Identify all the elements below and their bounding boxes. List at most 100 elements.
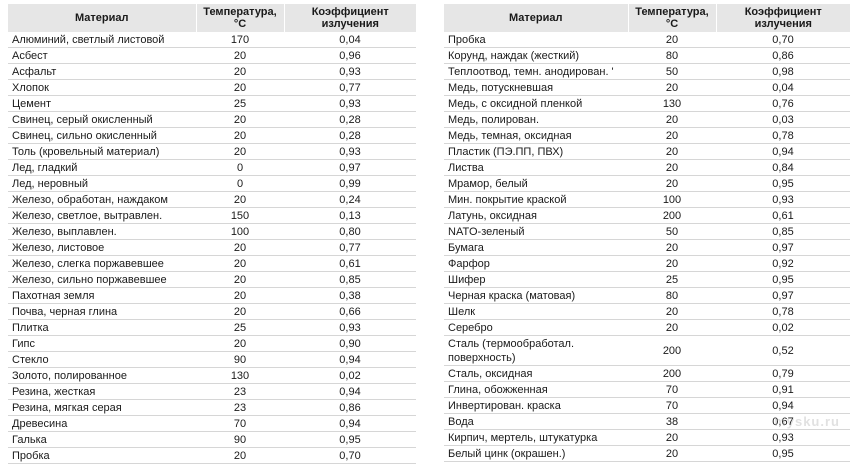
cell-material: Пробка xyxy=(444,32,628,48)
cell-material: Толь (кровельный материал) xyxy=(8,143,196,160)
cell-temperature: 200 xyxy=(628,335,716,366)
cell-temperature: 130 xyxy=(628,95,716,112)
cell-temperature: 20 xyxy=(628,239,716,256)
table-row: Гипс 20 0,90 xyxy=(8,335,416,352)
table-row: Железо, светлое, вытравлен. 150 0,13 xyxy=(8,207,416,224)
cell-coefficient: 0,94 xyxy=(716,143,850,160)
cell-coefficient: 0,95 xyxy=(716,271,850,288)
cell-coefficient: 0,86 xyxy=(284,399,416,416)
table-row: Железо, сильно поржавевшее 20 0,85 xyxy=(8,271,416,288)
cell-material: Медь, полирован. xyxy=(444,111,628,128)
cell-temperature: 20 xyxy=(628,32,716,48)
table-row: Резина, мягкая серая 23 0,86 xyxy=(8,399,416,416)
cell-material: Резина, жесткая xyxy=(8,383,196,400)
table-row: Цемент 25 0,93 xyxy=(8,95,416,112)
table-row: Почва, черная глина 20 0,66 xyxy=(8,303,416,320)
cell-material: Стекло xyxy=(8,351,196,368)
table-row: Вода 38 0,67 xyxy=(444,413,850,430)
cell-temperature: 150 xyxy=(196,207,284,224)
cell-material: Золото, полированное xyxy=(8,367,196,384)
cell-material: Железо, слегка поржавевшее xyxy=(8,255,196,272)
cell-temperature: 25 xyxy=(196,95,284,112)
cell-temperature: 70 xyxy=(628,381,716,398)
table-row: Латунь, оксидная 200 0,61 xyxy=(444,207,850,224)
header-material: Материал xyxy=(8,4,197,32)
cell-coefficient: 0,61 xyxy=(284,255,416,272)
header-temperature: Температура, °C xyxy=(628,4,717,32)
table-row: Медь, потускневшая 20 0,04 xyxy=(444,79,850,96)
table-body-right: Пробка 20 0,70 Корунд, наждак (жесткий) 80 0,… xyxy=(444,32,850,462)
table-row: Железо, листовое 20 0,77 xyxy=(8,239,416,256)
table-row: Лед, неровный 0 0,99 xyxy=(8,175,416,192)
cell-material: Шифер xyxy=(444,271,628,288)
cell-coefficient: 0,28 xyxy=(284,111,416,128)
cell-temperature: 20 xyxy=(196,255,284,272)
cell-coefficient: 0,90 xyxy=(284,335,416,352)
table-row: Шелк 20 0,78 xyxy=(444,303,850,320)
table-row: Галька 90 0,95 xyxy=(8,431,416,448)
cell-temperature: 200 xyxy=(628,207,716,224)
cell-temperature: 20 xyxy=(628,143,716,160)
cell-coefficient: 0,95 xyxy=(716,175,850,192)
table-row: Железо, слегка поржавевшее 20 0,61 xyxy=(8,255,416,272)
table-row: Шифер 25 0,95 xyxy=(444,271,850,288)
table-body-left: Алюминий, светлый листовой 170 0,04 Асбест 2… xyxy=(8,32,416,464)
table-row: Черная краска (матовая) 80 0,97 xyxy=(444,287,850,304)
cell-material: Железо, листовое xyxy=(8,239,196,256)
table-row: Свинец, сильно окисленный 20 0,28 xyxy=(8,127,416,144)
cell-material: Железо, сильно поржавевшее xyxy=(8,271,196,288)
table-row: Асфальт 20 0,93 xyxy=(8,63,416,80)
cell-temperature: 23 xyxy=(196,399,284,416)
cell-coefficient: 0,97 xyxy=(284,159,416,176)
cell-material: Латунь, оксидная xyxy=(444,207,628,224)
cell-material: Свинец, сильно окисленный xyxy=(8,127,196,144)
cell-coefficient: 0,97 xyxy=(716,239,850,256)
cell-temperature: 20 xyxy=(196,447,284,464)
table-header-row: Материал Температура, °C Коэффициент излуч… xyxy=(8,4,416,32)
cell-temperature: 100 xyxy=(628,191,716,208)
cell-coefficient: 0,70 xyxy=(716,32,850,48)
cell-coefficient: 0,95 xyxy=(716,445,850,462)
table-row: Серебро 20 0,02 xyxy=(444,319,850,336)
cell-material: Железо, светлое, вытравлен. xyxy=(8,207,196,224)
cell-material: Корунд, наждак (жесткий) xyxy=(444,47,628,64)
cell-material: Галька xyxy=(8,431,196,448)
table-row: Мин. покрытие краской 100 0,93 xyxy=(444,191,850,208)
cell-material: Плитка xyxy=(8,319,196,336)
header-temperature: Температура, °C xyxy=(196,4,285,32)
cell-temperature: 0 xyxy=(196,175,284,192)
cell-coefficient: 0,93 xyxy=(284,63,416,80)
cell-temperature: 20 xyxy=(628,429,716,446)
table-row: Хлопок 20 0,77 xyxy=(8,79,416,96)
table-row: Толь (кровельный материал) 20 0,93 xyxy=(8,143,416,160)
table-row: Кирпич, мертель, штукатурка 20 0,93 xyxy=(444,429,850,446)
table-row: Инвертирован. краска 70 0,94 xyxy=(444,397,850,414)
cell-material: Мин. покрытие краской xyxy=(444,191,628,208)
table-row: Медь, темная, оксидная 20 0,78 xyxy=(444,127,850,144)
cell-coefficient: 0,94 xyxy=(284,383,416,400)
cell-coefficient: 0,02 xyxy=(284,367,416,384)
cell-temperature: 23 xyxy=(196,383,284,400)
table-row: Лед, гладкий 0 0,97 xyxy=(8,159,416,176)
cell-temperature: 20 xyxy=(196,79,284,96)
header-material: Материал xyxy=(444,4,629,32)
cell-temperature: 20 xyxy=(196,63,284,80)
cell-temperature: 170 xyxy=(196,32,284,48)
cell-material: Шелк xyxy=(444,303,628,320)
cell-coefficient: 0,77 xyxy=(284,79,416,96)
header-coefficient: Коэффициент излучения xyxy=(716,4,850,32)
table-row: Пластик (ПЭ.ПП, ПВХ) 20 0,94 xyxy=(444,143,850,160)
cell-temperature: 130 xyxy=(196,367,284,384)
cell-material: Пластик (ПЭ.ПП, ПВХ) xyxy=(444,143,628,160)
cell-coefficient: 0,66 xyxy=(284,303,416,320)
cell-coefficient: 0,93 xyxy=(284,143,416,160)
cell-material: Сталь (термообработал. поверхность) xyxy=(444,335,628,366)
cell-coefficient: 0,96 xyxy=(284,47,416,64)
cell-coefficient: 0,04 xyxy=(284,32,416,48)
emissivity-table-right: Материал Температура, °C Коэффициент излуч… xyxy=(444,4,850,462)
table-row: Асбест 20 0,96 xyxy=(8,47,416,64)
cell-material: Хлопок xyxy=(8,79,196,96)
table-row: Листва 20 0,84 xyxy=(444,159,850,176)
cell-material: Почва, черная глина xyxy=(8,303,196,320)
table-row: Фарфор 20 0,92 xyxy=(444,255,850,272)
